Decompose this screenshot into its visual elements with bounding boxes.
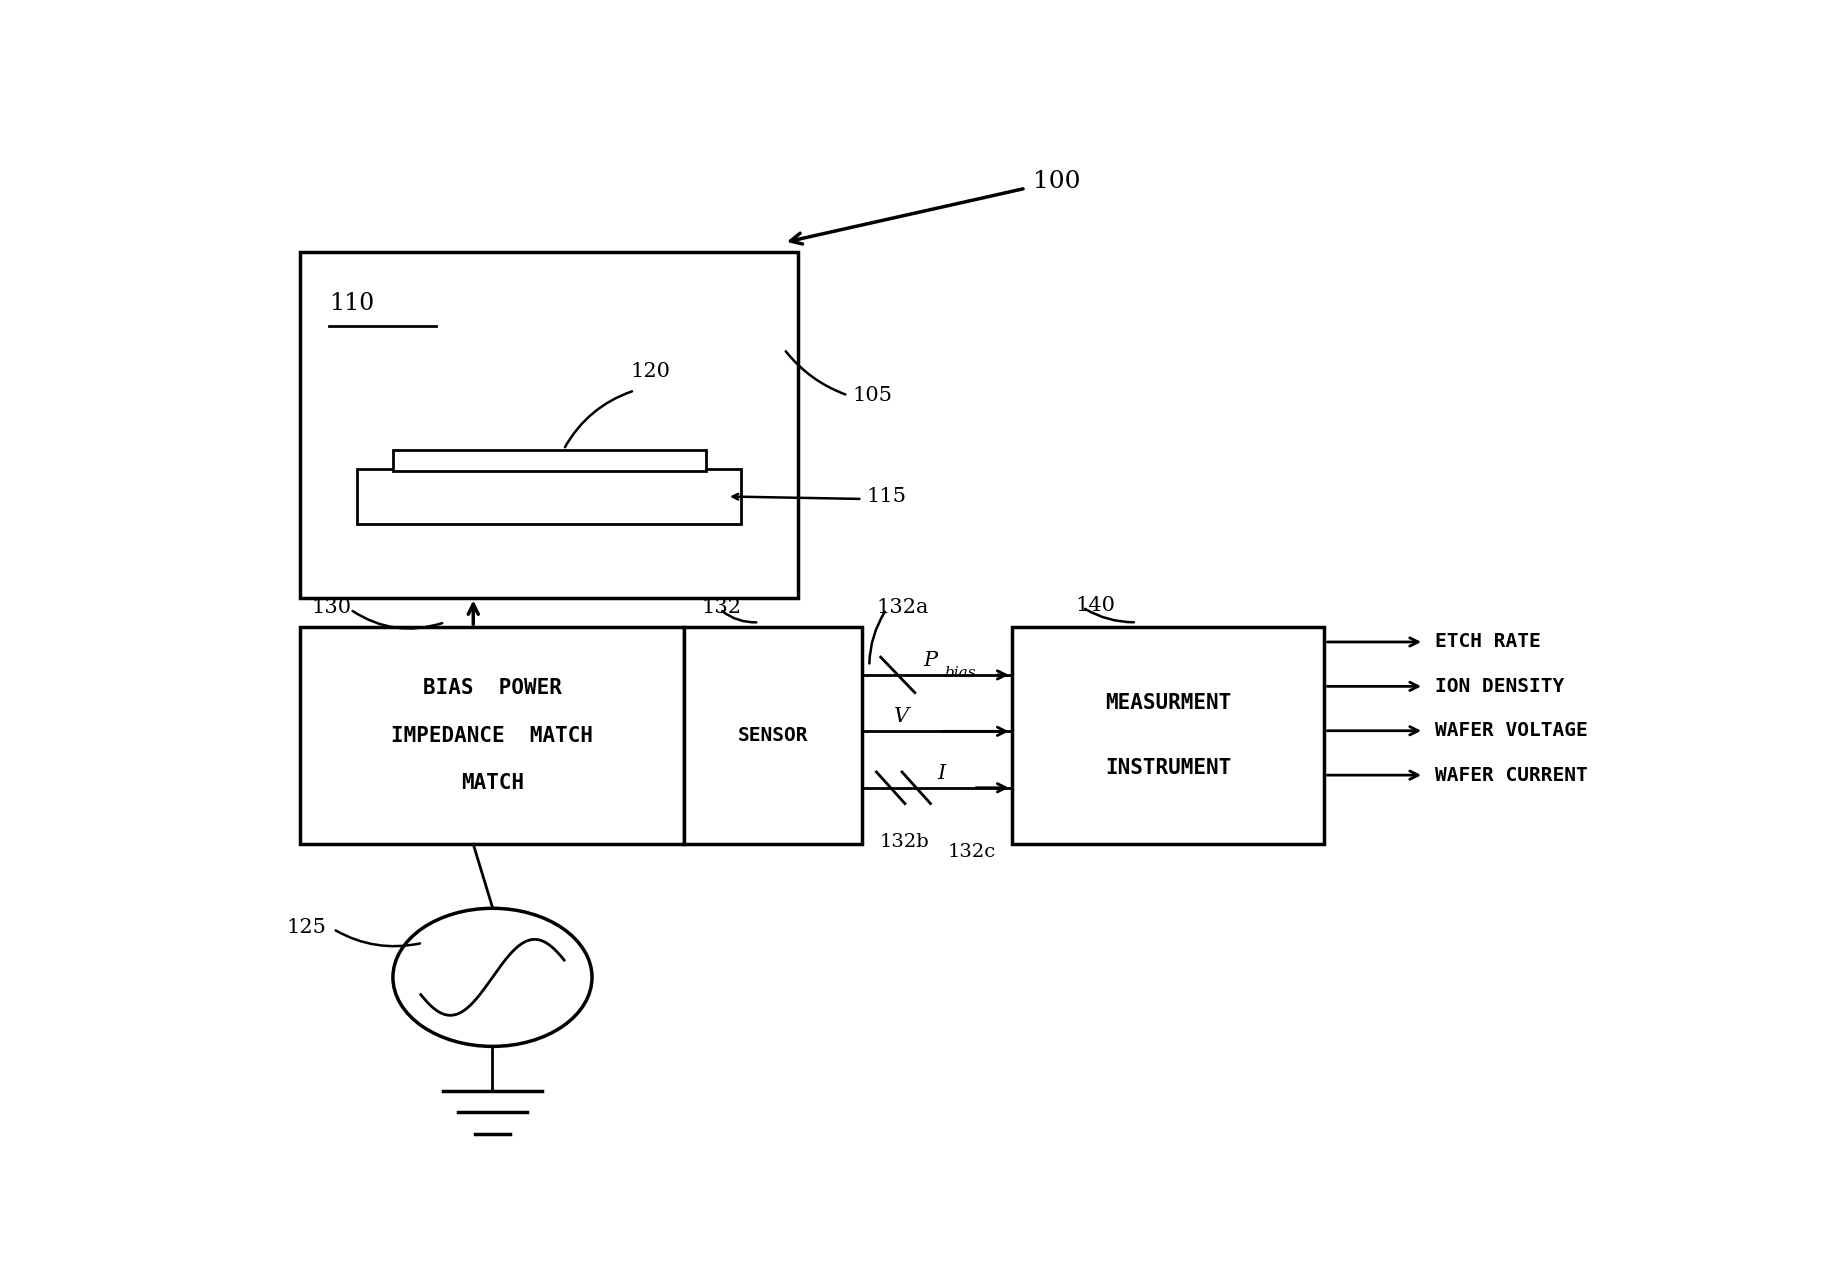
Text: 132b: 132b [879, 833, 929, 851]
Text: 132a: 132a [877, 598, 929, 617]
Text: SENSOR: SENSOR [738, 726, 809, 746]
Bar [358, 469, 741, 524]
Text: IMPEDANCE  MATCH: IMPEDANCE MATCH [391, 725, 593, 746]
Bar [393, 450, 706, 471]
Text: MEASURMENT: MEASURMENT [1105, 693, 1231, 714]
Text: BIAS  POWER: BIAS POWER [424, 678, 562, 698]
Text: bias: bias [945, 666, 976, 680]
Text: 100: 100 [1033, 170, 1081, 193]
Text: 130: 130 [312, 598, 352, 617]
Text: WAFER VOLTAGE: WAFER VOLTAGE [1435, 721, 1587, 740]
Text: 120: 120 [631, 361, 670, 380]
Text: P: P [923, 651, 938, 670]
Text: 132: 132 [701, 598, 741, 617]
Text: 110: 110 [328, 292, 374, 315]
Text: 132c: 132c [947, 843, 996, 861]
Bar [301, 628, 684, 844]
Text: V: V [894, 707, 908, 726]
Text: WAFER CURRENT: WAFER CURRENT [1435, 766, 1587, 785]
Bar [684, 628, 862, 844]
Text: 140: 140 [1075, 596, 1116, 615]
Text: I: I [938, 763, 945, 783]
Text: 115: 115 [866, 488, 906, 506]
Text: 125: 125 [286, 918, 327, 938]
Text: 105: 105 [851, 386, 892, 405]
Bar [301, 252, 798, 597]
Text: INSTRUMENT: INSTRUMENT [1105, 758, 1231, 779]
Bar [1011, 628, 1325, 844]
Text: ION DENSITY: ION DENSITY [1435, 676, 1565, 696]
Text: ETCH RATE: ETCH RATE [1435, 633, 1541, 652]
Text: MATCH: MATCH [461, 774, 525, 793]
